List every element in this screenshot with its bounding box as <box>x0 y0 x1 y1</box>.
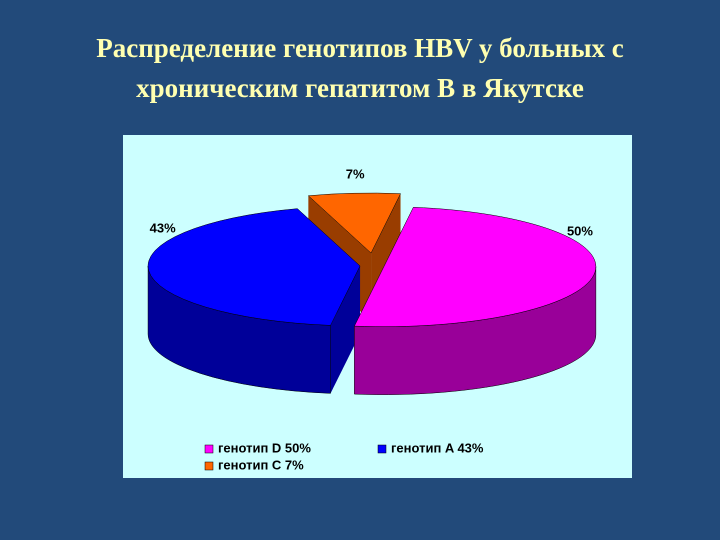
slice <box>353 206 596 327</box>
legend-label: генотип C 7% <box>218 457 304 472</box>
legend-swatch <box>204 461 214 471</box>
legend-label: генотип D 50% <box>218 440 311 455</box>
data-label: 43% <box>150 220 176 235</box>
slice <box>307 192 401 254</box>
slice <box>147 208 361 326</box>
legend-label: генотип A 43% <box>391 440 484 455</box>
data-label: 7% <box>346 167 365 182</box>
data-label: 50% <box>567 223 593 238</box>
chart-title: Распределение генотипов HBV у больных с … <box>96 33 624 103</box>
legend-swatch <box>377 444 387 454</box>
legend-swatch <box>204 444 214 454</box>
